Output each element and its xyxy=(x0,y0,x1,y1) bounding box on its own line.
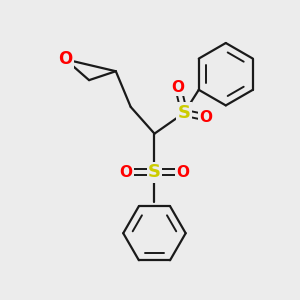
Text: O: O xyxy=(120,165,133,180)
Text: S: S xyxy=(148,163,161,181)
Text: S: S xyxy=(178,104,191,122)
Text: O: O xyxy=(172,80,185,95)
Text: O: O xyxy=(199,110,212,125)
Text: O: O xyxy=(58,50,72,68)
Text: O: O xyxy=(176,165,189,180)
